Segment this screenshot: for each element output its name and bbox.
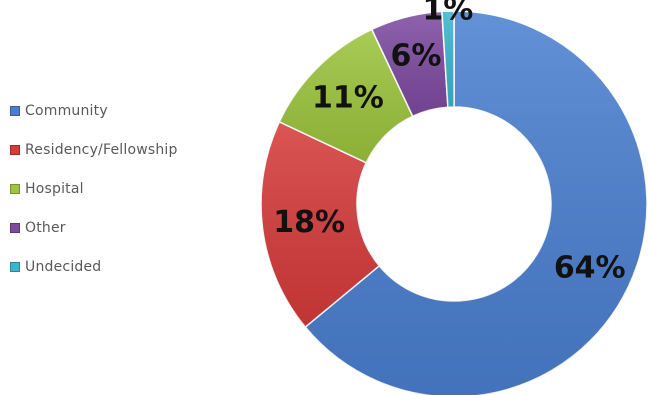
data-label-hospital: 11% (312, 80, 384, 115)
donut-slices (260, 10, 648, 395)
data-label-residency-fellowship: 18% (273, 205, 345, 240)
legend-label-other: Other (25, 220, 66, 236)
slice-shade-undecided (441, 11, 454, 108)
donut-data-labels: 64% 18% 11%6% 1% (273, 0, 625, 285)
legend-swatch-hospital (10, 184, 20, 194)
data-label-undecided: 1% (422, 0, 473, 28)
legend-swatch-community (10, 106, 20, 116)
legend-item-other: Other (10, 218, 230, 238)
legend-label-community: Community (25, 103, 108, 119)
legend-item-hospital: Hospital (10, 179, 230, 199)
legend-swatch-residency-fellowship (10, 145, 20, 155)
legend-label-undecided: Undecided (25, 259, 102, 275)
chart-legend: Community Residency/Fellowship Hospital … (10, 101, 230, 296)
legend-swatch-undecided (10, 262, 20, 272)
slice-shade-other (371, 11, 448, 117)
legend-item-undecided: Undecided (10, 257, 230, 277)
slice-shade-hospital (279, 29, 413, 163)
slice-shade-residency-fellowship (261, 121, 380, 328)
legend-swatch-other (10, 223, 20, 233)
legend-label-residency-fellowship: Residency/Fellowship (25, 142, 178, 158)
data-label-community: 64% (554, 250, 626, 285)
legend-item-residency-fellowship: Residency/Fellowship (10, 140, 230, 160)
slice-shade-community (305, 11, 647, 395)
data-label-other: 6% (390, 38, 441, 73)
legend-label-hospital: Hospital (25, 181, 84, 197)
legend-item-community: Community (10, 101, 230, 121)
